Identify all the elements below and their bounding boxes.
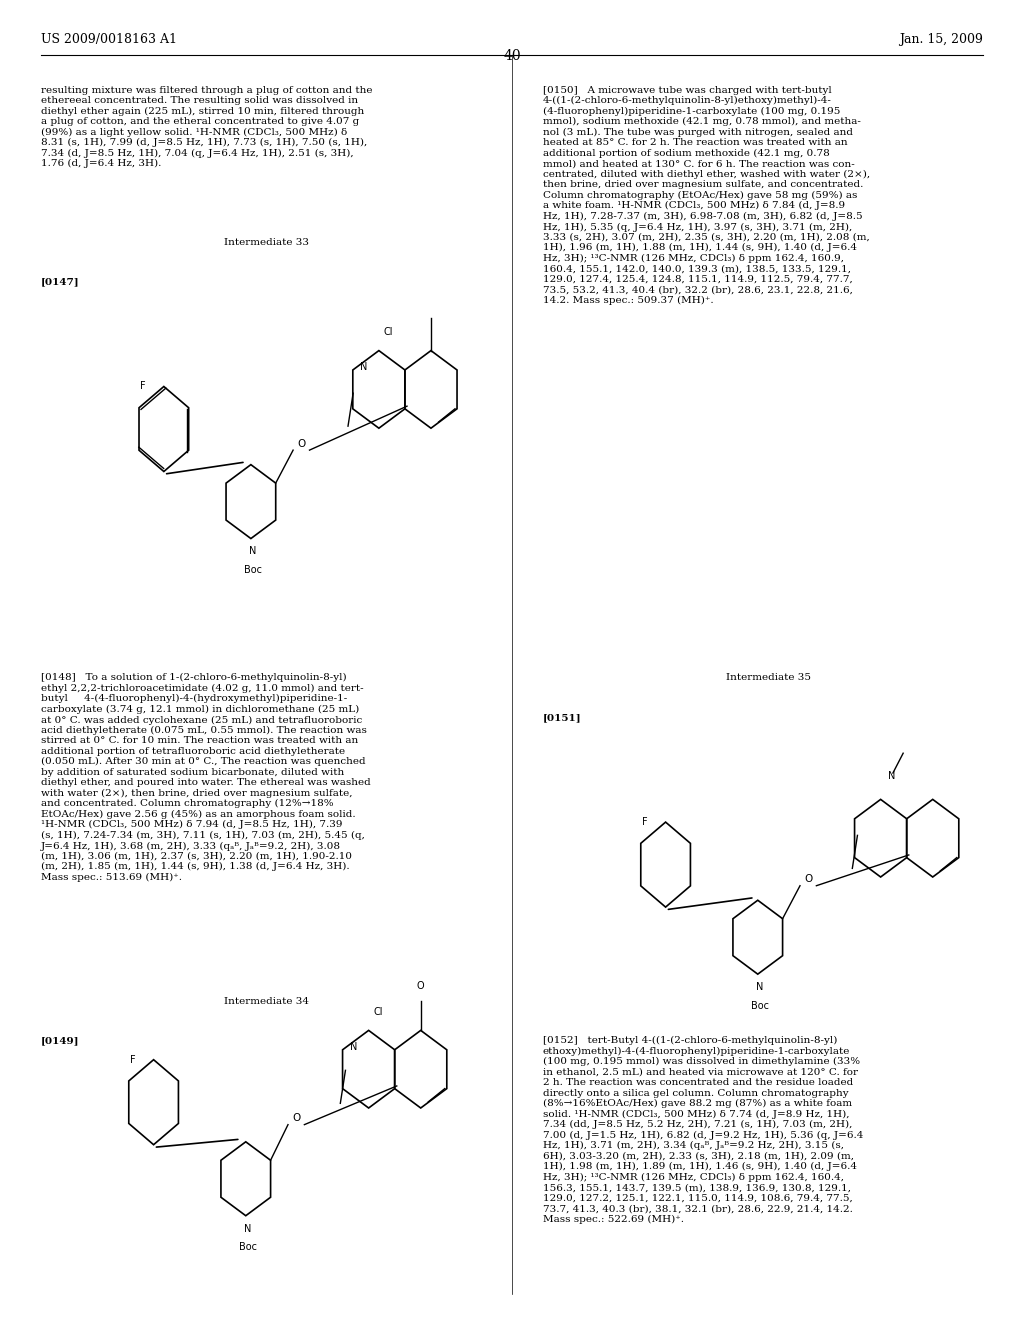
Text: N: N <box>350 1043 357 1052</box>
Text: O: O <box>417 981 425 991</box>
Text: US 2009/0018163 A1: US 2009/0018163 A1 <box>41 33 177 46</box>
Text: Boc: Boc <box>244 565 262 576</box>
Text: F: F <box>642 817 647 828</box>
Text: O: O <box>804 874 812 884</box>
Text: 40: 40 <box>503 49 521 63</box>
Text: N: N <box>756 982 764 993</box>
Text: F: F <box>130 1055 135 1065</box>
Text: [0150]   A microwave tube was charged with tert-butyl
4-((1-(2-chloro-6-methylqu: [0150] A microwave tube was charged with… <box>543 86 869 305</box>
Text: Cl: Cl <box>374 1007 383 1018</box>
Text: Cl: Cl <box>384 327 393 338</box>
Text: O: O <box>292 1113 300 1123</box>
Text: Boc: Boc <box>239 1242 257 1253</box>
Text: [0149]: [0149] <box>41 1036 80 1045</box>
Text: Intermediate 33: Intermediate 33 <box>223 238 309 247</box>
Text: resulting mixture was filtered through a plug of cotton and the
ethereeal concen: resulting mixture was filtered through a… <box>41 86 373 169</box>
Text: [0148]   To a solution of 1-(2-chloro-6-methylquinolin-8-yl)
ethyl 2,2,2-trichlo: [0148] To a solution of 1-(2-chloro-6-me… <box>41 673 371 882</box>
Text: N: N <box>249 546 257 557</box>
Text: [0151]: [0151] <box>543 713 582 722</box>
Text: N: N <box>888 771 895 781</box>
Text: Intermediate 35: Intermediate 35 <box>725 673 811 682</box>
Text: [0147]: [0147] <box>41 277 80 286</box>
Text: F: F <box>140 381 145 392</box>
Text: Intermediate 34: Intermediate 34 <box>223 997 309 1006</box>
Text: N: N <box>360 363 368 372</box>
Text: Jan. 15, 2009: Jan. 15, 2009 <box>899 33 983 46</box>
Text: Boc: Boc <box>751 1001 769 1011</box>
Text: O: O <box>297 438 305 449</box>
Text: [0152]   tert-Butyl 4-((1-(2-chloro-6-methylquinolin-8-yl)
ethoxy)methyl)-4-(4-f: [0152] tert-Butyl 4-((1-(2-chloro-6-meth… <box>543 1036 863 1224</box>
Text: N: N <box>244 1224 252 1234</box>
